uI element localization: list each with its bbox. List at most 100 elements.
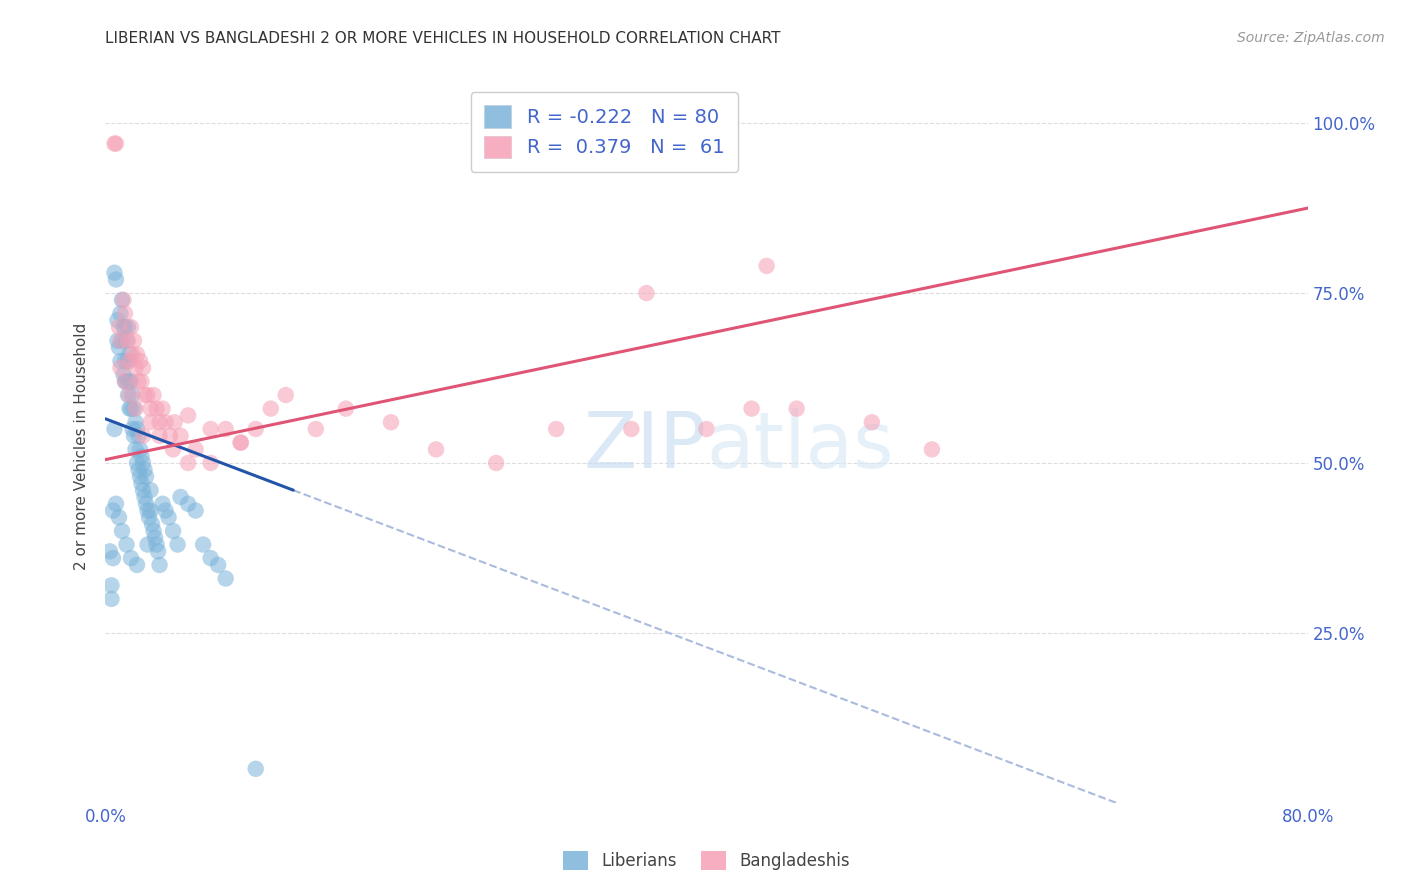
- Point: [135, 469, 157, 483]
- Point: [103, 422, 125, 436]
- Point: [120, 320, 142, 334]
- Point: [104, 272, 127, 286]
- Point: [229, 435, 252, 450]
- Point: [132, 429, 155, 443]
- Point: [786, 401, 808, 416]
- Point: [260, 401, 283, 416]
- Point: [124, 415, 146, 429]
- Point: [155, 503, 177, 517]
- Point: [200, 422, 222, 436]
- Point: [132, 456, 155, 470]
- Point: [104, 497, 127, 511]
- Point: [98, 544, 121, 558]
- Point: [121, 422, 143, 436]
- Point: [120, 551, 142, 566]
- Point: [128, 429, 150, 443]
- Point: [112, 320, 135, 334]
- Point: [177, 497, 200, 511]
- Point: [131, 449, 153, 463]
- Text: ZIP: ZIP: [583, 408, 707, 484]
- Point: [101, 503, 124, 517]
- Point: [142, 388, 165, 402]
- Point: [148, 429, 170, 443]
- Point: [110, 354, 132, 368]
- Point: [169, 429, 191, 443]
- Point: [134, 490, 156, 504]
- Point: [136, 503, 159, 517]
- Point: [425, 442, 447, 457]
- Legend: Liberians, Bangladeshis: Liberians, Bangladeshis: [555, 844, 858, 877]
- Point: [100, 578, 122, 592]
- Point: [620, 422, 643, 436]
- Point: [114, 320, 136, 334]
- Point: [159, 429, 181, 443]
- Point: [107, 313, 129, 327]
- Point: [124, 442, 146, 457]
- Point: [132, 483, 155, 498]
- Point: [122, 334, 145, 348]
- Point: [214, 572, 236, 586]
- Point: [146, 544, 169, 558]
- Point: [274, 388, 297, 402]
- Point: [129, 442, 152, 457]
- Point: [177, 456, 200, 470]
- Point: [124, 401, 146, 416]
- Text: LIBERIAN VS BANGLADESHI 2 OR MORE VEHICLES IN HOUSEHOLD CORRELATION CHART: LIBERIAN VS BANGLADESHI 2 OR MORE VEHICL…: [105, 31, 780, 46]
- Point: [103, 266, 125, 280]
- Point: [143, 531, 166, 545]
- Text: Source: ZipAtlas.com: Source: ZipAtlas.com: [1237, 31, 1385, 45]
- Point: [163, 415, 186, 429]
- Point: [125, 422, 148, 436]
- Point: [214, 422, 236, 436]
- Point: [162, 524, 184, 538]
- Point: [115, 537, 138, 551]
- Point: [131, 476, 153, 491]
- Point: [115, 375, 138, 389]
- Point: [860, 415, 883, 429]
- Point: [148, 558, 170, 572]
- Point: [145, 401, 167, 416]
- Point: [110, 360, 132, 375]
- Point: [125, 347, 148, 361]
- Point: [135, 497, 157, 511]
- Point: [121, 388, 143, 402]
- Point: [128, 463, 150, 477]
- Point: [148, 415, 170, 429]
- Point: [104, 136, 127, 151]
- Point: [114, 375, 136, 389]
- Point: [136, 537, 159, 551]
- Point: [141, 517, 163, 532]
- Point: [120, 375, 142, 389]
- Point: [122, 401, 145, 416]
- Point: [124, 360, 146, 375]
- Text: atlas: atlas: [707, 408, 894, 484]
- Point: [184, 442, 207, 457]
- Point: [132, 360, 155, 375]
- Point: [111, 293, 134, 307]
- Point: [138, 510, 160, 524]
- Point: [120, 401, 142, 416]
- Point: [117, 388, 139, 402]
- Point: [118, 375, 141, 389]
- Point: [121, 347, 143, 361]
- Point: [108, 341, 131, 355]
- Point: [139, 401, 162, 416]
- Point: [335, 401, 357, 416]
- Point: [118, 401, 141, 416]
- Point: [155, 415, 177, 429]
- Point: [125, 558, 148, 572]
- Point: [191, 537, 214, 551]
- Point: [115, 334, 138, 348]
- Point: [117, 320, 139, 334]
- Point: [741, 401, 763, 416]
- Point: [111, 524, 134, 538]
- Point: [131, 375, 153, 389]
- Point: [207, 558, 229, 572]
- Point: [546, 422, 568, 436]
- Point: [139, 483, 162, 498]
- Point: [112, 368, 135, 382]
- Point: [122, 429, 145, 443]
- Point: [177, 409, 200, 423]
- Point: [184, 503, 207, 517]
- Point: [229, 435, 252, 450]
